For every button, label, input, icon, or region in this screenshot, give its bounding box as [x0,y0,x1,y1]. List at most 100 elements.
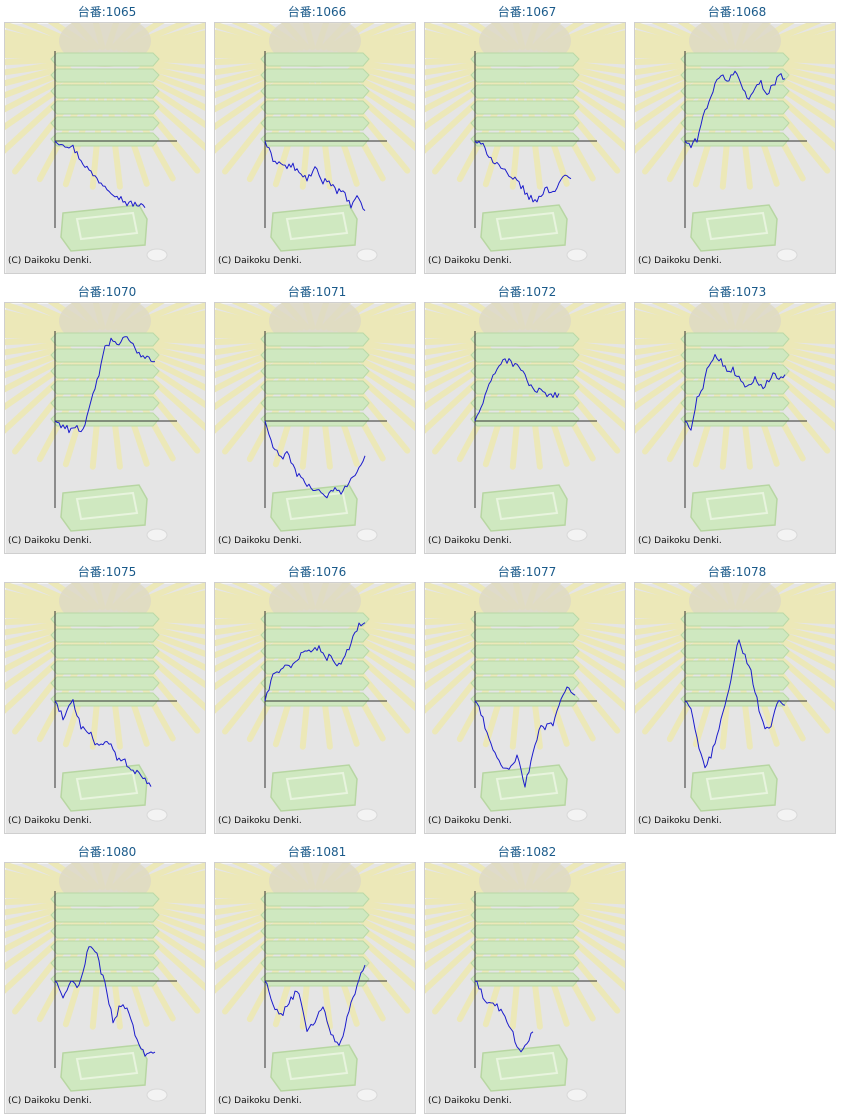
machine-number-link[interactable]: 台番:1081 [287,845,347,859]
machine-cell: 台番:1077 (C) Daikoku Denki. [424,560,630,834]
graph-canvas [215,23,415,262]
balance-line [54,946,156,1057]
machine-number-link[interactable]: 台番:1077 [497,565,557,579]
slump-graph[interactable]: (C) Daikoku Denki. [634,302,836,554]
graph-canvas [5,23,205,262]
machine-number-link[interactable]: 台番:1073 [707,285,767,299]
machine-cell: 台番:1080 (C) Daikoku Denki. [4,840,210,1114]
machine-number-link[interactable]: 台番:1075 [77,565,137,579]
watermark-artwork [635,23,835,262]
graph-canvas [425,303,625,542]
slump-graph[interactable]: (C) Daikoku Denki. [214,582,416,834]
slump-graph[interactable]: (C) Daikoku Denki. [634,582,836,834]
watermark-artwork [215,863,415,1102]
machine-number-link[interactable]: 台番:1066 [287,5,347,19]
graph-canvas [5,583,205,822]
copyright-text: (C) Daikoku Denki. [218,1096,302,1106]
machine-number-link[interactable]: 台番:1065 [77,5,137,19]
balance-line [264,964,366,1046]
copyright-text: (C) Daikoku Denki. [638,816,722,826]
machine-cell: 台番:1073 (C) Daikoku Denki. [634,280,840,554]
copyright-text: (C) Daikoku Denki. [8,256,92,266]
machine-cell: 台番:1076 (C) Daikoku Denki. [214,560,420,834]
machine-number-link[interactable]: 台番:1082 [497,845,557,859]
balance-line [264,622,366,702]
machine-cell: 台番:1066 (C) Daikoku Denki. [214,0,420,274]
watermark-artwork [215,23,415,262]
machine-number-link[interactable]: 台番:1078 [707,565,767,579]
copyright-text: (C) Daikoku Denki. [8,816,92,826]
copyright-text: (C) Daikoku Denki. [218,536,302,546]
machine-cell: 台番:1081 (C) Daikoku Denki. [214,840,420,1114]
slump-graph[interactable]: (C) Daikoku Denki. [214,862,416,1114]
graph-canvas [635,303,835,542]
machine-cell: 台番:1072 (C) Daikoku Denki. [424,280,630,554]
balance-line [54,336,156,434]
slump-graph[interactable]: (C) Daikoku Denki. [4,22,206,274]
balance-line [54,140,146,208]
machine-number-link[interactable]: 台番:1067 [497,5,557,19]
copyright-text: (C) Daikoku Denki. [8,536,92,546]
graph-canvas [215,863,415,1102]
balance-line [474,686,576,788]
copyright-text: (C) Daikoku Denki. [8,1096,92,1106]
copyright-text: (C) Daikoku Denki. [428,256,512,266]
machine-number-link[interactable]: 台番:1070 [77,285,137,299]
graph-canvas [635,23,835,262]
slump-graph[interactable]: (C) Daikoku Denki. [214,22,416,274]
machine-number-link[interactable]: 台番:1072 [497,285,557,299]
machine-cell: 台番:1068 (C) Daikoku Denki. [634,0,840,274]
graph-canvas [425,23,625,262]
copyright-text: (C) Daikoku Denki. [638,256,722,266]
copyright-text: (C) Daikoku Denki. [218,256,302,266]
machine-number-link[interactable]: 台番:1080 [77,845,137,859]
copyright-text: (C) Daikoku Denki. [428,1096,512,1106]
machine-number-link[interactable]: 台番:1071 [287,285,347,299]
balance-line [54,699,152,787]
copyright-text: (C) Daikoku Denki. [428,536,512,546]
watermark-artwork [215,583,415,822]
watermark-artwork [5,863,205,1102]
slump-graph[interactable]: (C) Daikoku Denki. [424,862,626,1114]
balance-line [474,980,534,1053]
machine-cell: 台番:1070 (C) Daikoku Denki. [4,280,210,554]
graph-canvas [215,303,415,542]
slump-graph[interactable]: (C) Daikoku Denki. [634,22,836,274]
graph-canvas [5,303,205,542]
balance-line [474,358,560,422]
machine-cell: 台番:1078 (C) Daikoku Denki. [634,560,840,834]
watermark-artwork [425,583,625,822]
machine-cell: 台番:1065 (C) Daikoku Denki. [4,0,210,274]
machine-cell: 台番:1067 (C) Daikoku Denki. [424,0,630,274]
balance-line [684,70,786,149]
copyright-text: (C) Daikoku Denki. [638,536,722,546]
slump-graph[interactable]: (C) Daikoku Denki. [424,302,626,554]
graph-canvas [215,583,415,822]
slump-graph[interactable]: (C) Daikoku Denki. [4,582,206,834]
machine-number-link[interactable]: 台番:1076 [287,565,347,579]
machine-cell: 台番:1082 (C) Daikoku Denki. [424,840,630,1114]
graph-canvas [5,863,205,1102]
slump-graph[interactable]: (C) Daikoku Denki. [4,302,206,554]
machine-cell: 台番:1071 (C) Daikoku Denki. [214,280,420,554]
slump-graph[interactable]: (C) Daikoku Denki. [424,22,626,274]
watermark-artwork [425,303,625,542]
graph-canvas [425,863,625,1102]
balance-line [264,420,366,499]
graph-canvas [635,583,835,822]
balance-line [474,140,572,203]
watermark-artwork [5,303,205,542]
watermark-artwork [5,23,205,262]
copyright-text: (C) Daikoku Denki. [218,816,302,826]
slump-graph[interactable]: (C) Daikoku Denki. [424,582,626,834]
watermark-artwork [5,583,205,822]
copyright-text: (C) Daikoku Denki. [428,816,512,826]
watermark-artwork [425,863,625,1102]
balance-line [684,639,786,769]
slump-graph[interactable]: (C) Daikoku Denki. [214,302,416,554]
graph-canvas [425,583,625,822]
slump-graph[interactable]: (C) Daikoku Denki. [4,862,206,1114]
watermark-artwork [425,23,625,262]
machine-number-link[interactable]: 台番:1068 [707,5,767,19]
